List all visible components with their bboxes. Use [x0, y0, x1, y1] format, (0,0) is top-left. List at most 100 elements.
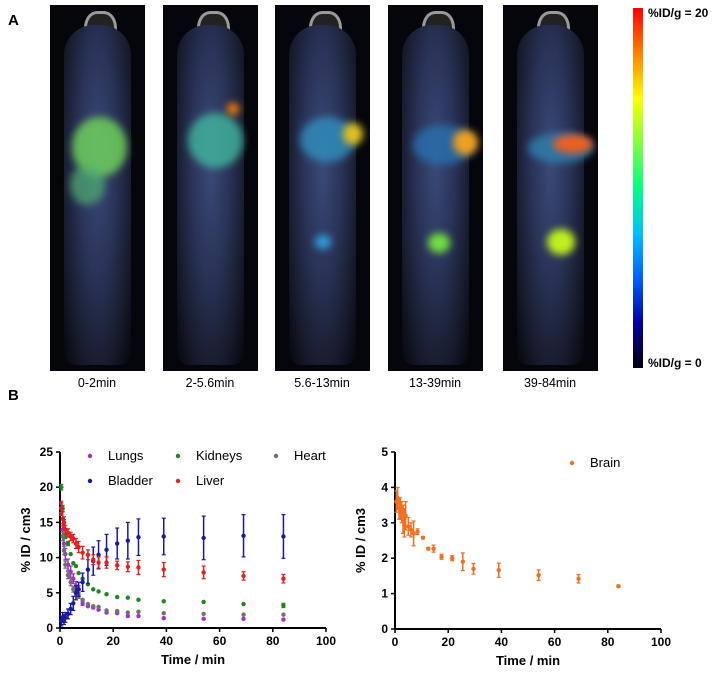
data-point-brain — [460, 559, 466, 564]
legend-marker-liver — [175, 478, 181, 484]
data-point-liver — [281, 576, 286, 581]
y-tick-label: 4 — [381, 480, 388, 494]
legend-label-heart: Heart — [294, 448, 326, 463]
scan-label-5: 39-84min — [523, 376, 577, 390]
pet-scan-1 — [50, 5, 145, 371]
data-point-kidneys — [96, 589, 101, 594]
data-point-bladder — [241, 533, 246, 538]
data-point-liver — [96, 560, 101, 565]
data-point-heart — [125, 610, 131, 615]
data-point-lungs — [71, 576, 76, 581]
data-point-heart — [281, 612, 286, 617]
data-point-bladder — [125, 538, 131, 543]
data-point-liver — [61, 520, 67, 525]
data-point-heart — [241, 612, 246, 617]
data-point-liver — [125, 564, 131, 569]
data-point-kidneys — [68, 551, 73, 557]
data-point-liver — [76, 544, 81, 550]
pet-scan-5 — [503, 5, 598, 371]
data-point-brain — [408, 527, 414, 533]
data-point-kidneys — [161, 599, 166, 604]
legend-marker-bladder — [87, 478, 93, 484]
panel-b-letter: B — [8, 387, 19, 404]
data-point-brain — [403, 513, 408, 518]
data-point-kidneys — [71, 561, 76, 566]
data-point-liver — [85, 552, 91, 557]
data-point-heart — [96, 604, 101, 610]
data-point-heart — [91, 603, 96, 609]
data-point-brain — [431, 546, 436, 551]
data-point-kidneys — [76, 570, 81, 576]
x-tick-label: 100 — [316, 634, 336, 648]
data-point-lungs — [125, 613, 131, 619]
data-point-brain — [411, 531, 416, 536]
y-tick-label: 5 — [381, 445, 388, 459]
y-tick-label: 10 — [40, 551, 54, 565]
data-point-lungs — [281, 617, 286, 622]
legend-label-kidneys: Kidneys — [196, 448, 243, 463]
data-point-bladder — [281, 534, 286, 539]
data-point-kidneys — [114, 594, 120, 600]
legend-label-brain: Brain — [590, 455, 620, 470]
data-point-kidneys — [59, 485, 64, 490]
data-point-bladder — [65, 611, 71, 617]
data-point-bladder — [114, 541, 120, 546]
legend-label-liver: Liver — [196, 473, 225, 488]
x-tick-label: 80 — [266, 634, 280, 648]
data-point-brain — [420, 535, 426, 540]
x-tick-label: 20 — [442, 635, 456, 649]
data-point-kidneys — [201, 599, 206, 605]
data-point-kidneys — [136, 597, 141, 603]
colorbar-max-label: %ID/g = 20 — [648, 6, 709, 20]
data-point-brain — [439, 554, 444, 559]
data-point-liver — [161, 567, 166, 572]
data-point-heart — [201, 611, 206, 617]
data-point-kidneys — [91, 587, 96, 592]
data-point-liver — [241, 573, 246, 579]
data-point-heart — [63, 562, 68, 567]
data-point-kidneys — [104, 592, 109, 597]
data-point-heart — [85, 601, 91, 607]
pet-scan-4 — [388, 5, 483, 371]
data-point-lungs — [61, 541, 67, 546]
data-point-kidneys — [65, 541, 71, 546]
data-point-liver — [59, 506, 64, 511]
data-point-heart — [136, 609, 141, 615]
data-point-liver — [91, 557, 96, 562]
x-tick-label: 100 — [651, 635, 671, 649]
data-point-liver — [201, 570, 206, 575]
data-point-heart — [68, 580, 73, 585]
data-point-lungs — [241, 616, 246, 622]
data-point-heart — [161, 611, 166, 616]
data-point-bladder — [161, 534, 166, 539]
data-point-brain — [576, 576, 581, 581]
panel-a-letter: A — [8, 12, 19, 29]
data-point-bladder — [76, 587, 81, 592]
data-point-liver — [73, 541, 79, 546]
data-point-bladder — [96, 552, 101, 557]
y-tick-label: 25 — [40, 445, 54, 459]
y-tick-label: 1 — [381, 587, 388, 601]
legend-label-lungs: Lungs — [108, 448, 144, 463]
legend-marker-brain — [569, 460, 575, 466]
pet-scan-2 — [163, 5, 258, 371]
data-point-brain — [616, 583, 621, 589]
data-point-lungs — [68, 569, 73, 574]
scan-label-1: 0-2min — [77, 376, 117, 390]
data-point-liver — [104, 560, 109, 565]
data-point-lungs — [161, 615, 166, 621]
data-point-brain — [426, 546, 431, 551]
pet-scan-3 — [275, 5, 370, 371]
y-tick-label: 5 — [46, 586, 53, 600]
data-point-kidneys — [125, 595, 131, 600]
data-point-bladder — [85, 567, 91, 572]
legend-marker-heart — [273, 453, 279, 459]
data-point-kidneys — [73, 563, 79, 569]
y-tick-label: 0 — [46, 621, 53, 635]
data-point-brain — [536, 572, 541, 578]
scan-label-3: 5.6-13min — [294, 376, 350, 390]
data-point-brain — [449, 556, 455, 561]
colorbar-min-label: %ID/g = 0 — [648, 356, 702, 370]
legend-marker-kidneys — [175, 453, 181, 459]
